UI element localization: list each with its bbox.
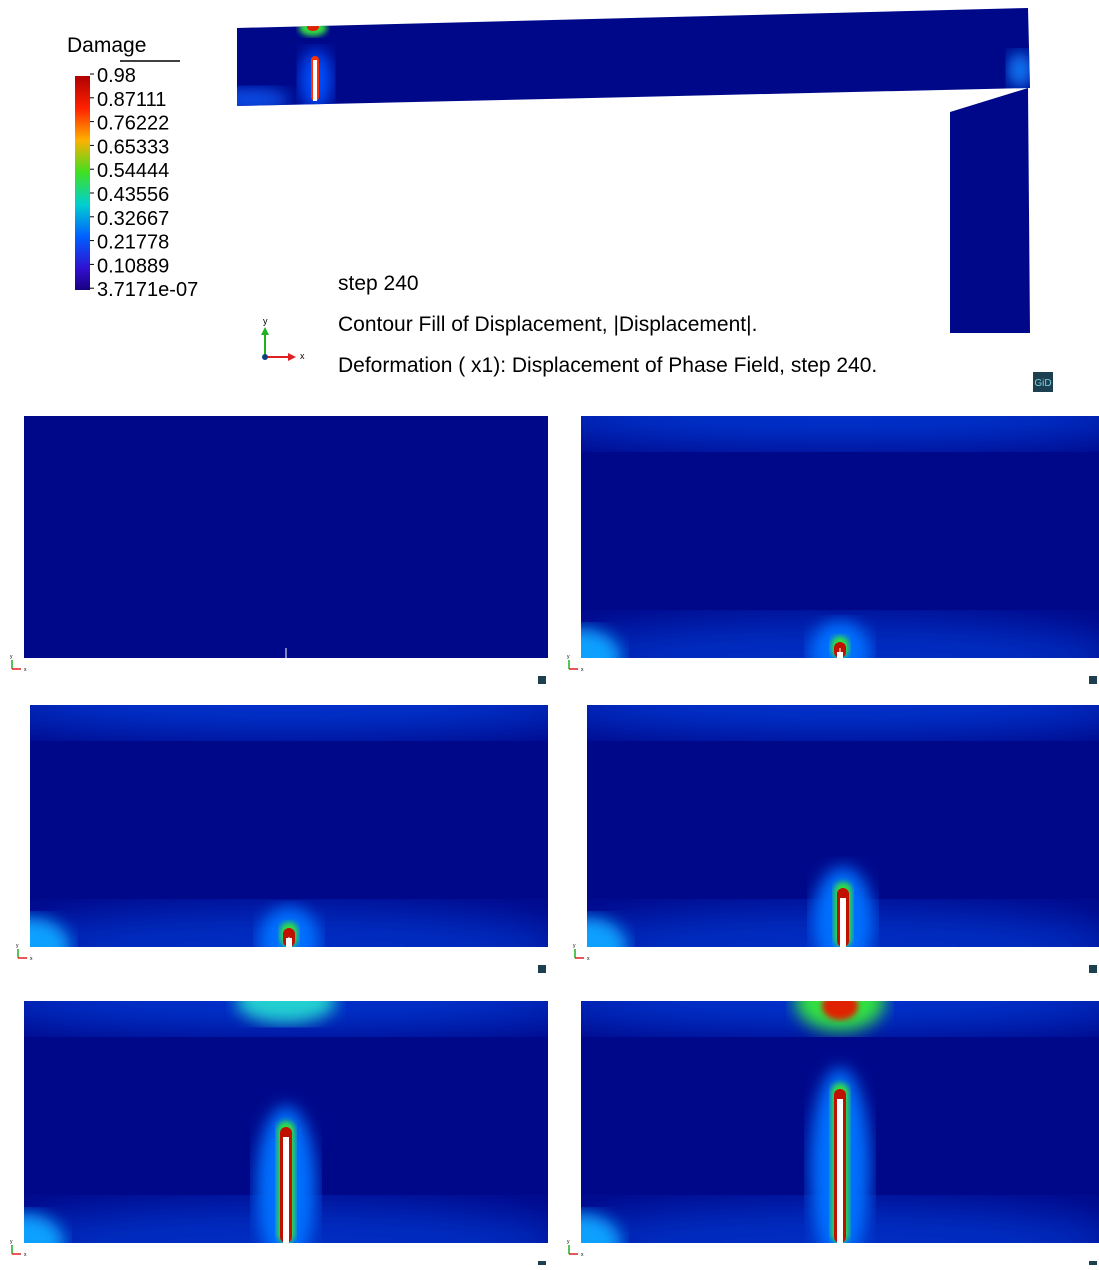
- contour: [24, 1213, 64, 1243]
- contour: [822, 1001, 858, 1020]
- legend-label: 0.32667: [97, 208, 169, 230]
- panel-contours: [581, 416, 1099, 658]
- legend-label: 0.10889: [97, 255, 169, 277]
- triad-x-label: x: [24, 1252, 27, 1258]
- panel-contours: [30, 705, 548, 947]
- panel-contours: [581, 1001, 1099, 1243]
- logo-box: [1033, 372, 1053, 392]
- support: [950, 88, 1030, 333]
- contour: [581, 416, 1099, 446]
- contour: [30, 917, 70, 947]
- logo: GiD: [1034, 378, 1051, 389]
- panel: yx: [10, 1001, 548, 1269]
- contour: [236, 1001, 336, 1023]
- panel: yx: [573, 705, 1099, 973]
- contour: [587, 705, 1099, 735]
- logo-mini: [538, 965, 546, 973]
- contour: [581, 628, 621, 658]
- color-bar: [75, 76, 90, 290]
- triad-y-label: y: [573, 943, 576, 949]
- legend-label: 0.76222: [97, 113, 169, 135]
- logo-mini: [1089, 676, 1097, 684]
- contour-label: Contour Fill of Displacement, |Displacem…: [338, 313, 757, 336]
- triad-y-label: y: [567, 654, 570, 660]
- legend-label: 0.43556: [97, 184, 169, 206]
- legend-title: Damage: [67, 34, 146, 57]
- panel: yx: [567, 416, 1099, 684]
- top-view: step 240 Contour Fill of Displacement, |…: [237, 8, 1053, 392]
- triad-x-label: x: [581, 1252, 584, 1258]
- triad-x-label: x: [24, 667, 27, 673]
- triad-y-label: y: [567, 1239, 570, 1245]
- triad-x-label: x: [581, 667, 584, 673]
- legend-label: 0.21778: [97, 232, 169, 254]
- legend-label: 0.65333: [97, 136, 169, 158]
- crack: [837, 1099, 843, 1243]
- triad-x-label: x: [30, 956, 33, 962]
- axis-triad: y x: [261, 316, 305, 361]
- axis-y-label: y: [263, 316, 268, 326]
- panel-field: [24, 416, 548, 658]
- crack: [840, 898, 846, 947]
- triad-x-label: x: [587, 956, 590, 962]
- triad-y-label: y: [10, 654, 13, 660]
- contour: [587, 917, 627, 947]
- legend-label: 0.98: [97, 65, 136, 87]
- panel-field: [30, 705, 548, 947]
- panel: yx: [567, 1001, 1099, 1269]
- deformation-label: Deformation ( x1): Displacement of Phase…: [338, 354, 877, 377]
- triad-y-label: y: [16, 943, 19, 949]
- contour: [30, 705, 548, 735]
- logo-mini: [1089, 1261, 1097, 1269]
- legend-label: 3.7171e-07: [97, 279, 198, 301]
- logo-mini: [538, 676, 546, 684]
- logo-mini: [1089, 965, 1097, 973]
- legend: Damage 0.980.871110.762220.653330.544440…: [67, 34, 198, 301]
- panel-contours: [24, 1001, 548, 1243]
- axis-x-label: x: [300, 351, 305, 361]
- panel-field: [581, 416, 1099, 658]
- panel: yx: [16, 705, 548, 973]
- step-label: step 240: [338, 272, 419, 295]
- legend-label: 0.87111: [97, 89, 166, 111]
- legend-labels: 0.980.871110.762220.653330.544440.435560…: [90, 65, 198, 301]
- contour: [581, 1213, 621, 1243]
- panel-contours: [587, 705, 1099, 947]
- panel: yx: [10, 416, 548, 684]
- logo-mini: [538, 1261, 546, 1269]
- triad-y-label: y: [10, 1239, 13, 1245]
- beam: [237, 8, 1030, 106]
- crack: [283, 1137, 289, 1243]
- legend-label: 0.54444: [97, 160, 169, 182]
